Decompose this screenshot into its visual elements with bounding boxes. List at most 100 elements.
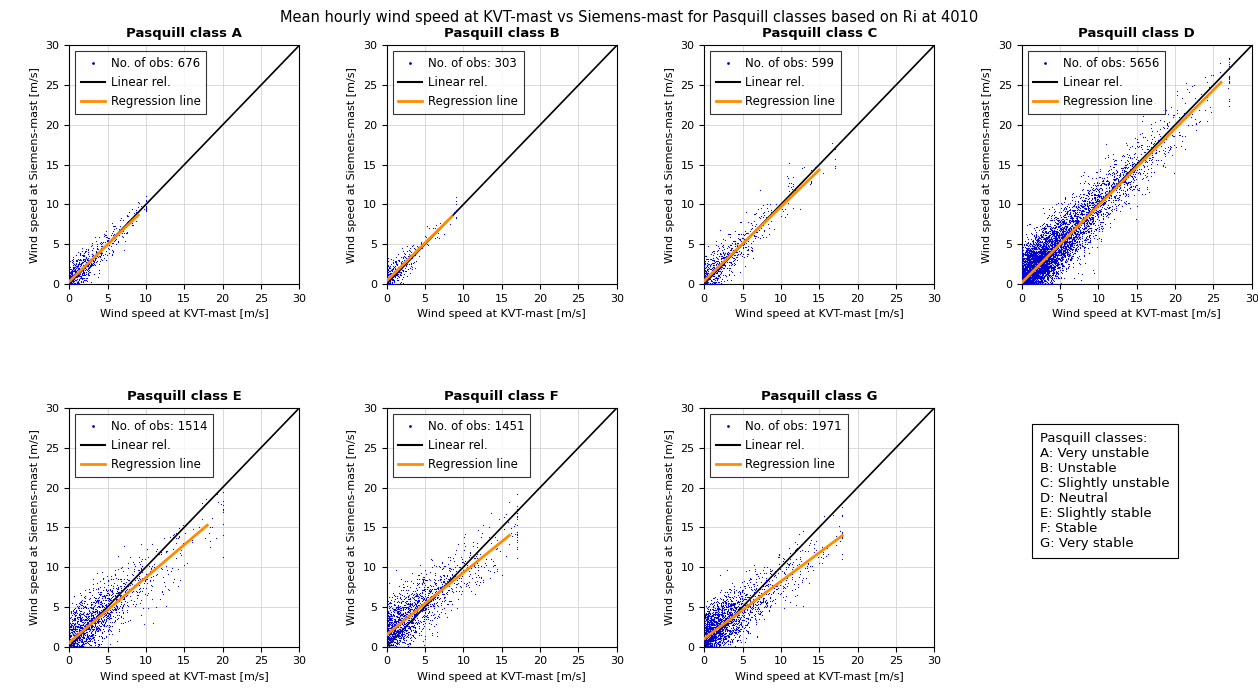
Point <box>75 635 96 647</box>
Point <box>706 633 726 644</box>
Point <box>732 593 752 605</box>
Point <box>1060 226 1081 238</box>
Point <box>1110 179 1130 190</box>
Point <box>136 195 156 206</box>
Point <box>96 249 116 260</box>
Point <box>1103 214 1123 225</box>
Point <box>1011 273 1032 284</box>
Point <box>1020 266 1040 277</box>
Point <box>1039 231 1059 243</box>
Point <box>1015 278 1035 289</box>
Point <box>1033 261 1053 273</box>
Point <box>1027 268 1047 280</box>
Point <box>1020 278 1040 289</box>
Point <box>86 231 106 243</box>
Point <box>109 624 130 635</box>
Point <box>377 610 398 621</box>
Point <box>387 605 408 617</box>
Point <box>442 576 462 587</box>
Point <box>1034 249 1054 260</box>
Point <box>1019 272 1039 283</box>
Point <box>379 278 399 289</box>
Point <box>1044 250 1064 261</box>
Point <box>1021 268 1042 280</box>
Point <box>1035 245 1055 257</box>
Point <box>1053 210 1073 222</box>
Point <box>77 621 97 633</box>
Point <box>77 630 97 641</box>
Point <box>1047 254 1067 266</box>
Point <box>156 561 176 572</box>
Point <box>73 636 93 647</box>
Point <box>81 620 101 631</box>
Point <box>1161 129 1181 140</box>
Point <box>721 229 741 240</box>
Point <box>1014 278 1034 289</box>
Point <box>1023 259 1043 271</box>
Point <box>59 641 79 652</box>
Point <box>720 600 740 611</box>
Point <box>694 278 715 289</box>
Point <box>1024 278 1044 289</box>
Point <box>1021 278 1042 289</box>
Point <box>399 612 419 624</box>
Point <box>762 595 782 606</box>
Point <box>405 609 425 620</box>
Point <box>1021 278 1042 289</box>
Point <box>701 631 721 642</box>
Point <box>1052 225 1072 236</box>
Point <box>1011 263 1032 274</box>
Point <box>1063 226 1083 237</box>
Point <box>731 591 751 602</box>
Point <box>1027 238 1047 250</box>
Point <box>1032 247 1052 259</box>
Point <box>1042 257 1062 268</box>
Point <box>88 611 108 622</box>
Point <box>715 633 735 644</box>
Point <box>382 617 403 628</box>
Point <box>169 533 189 544</box>
Point <box>1027 278 1047 289</box>
Point <box>384 604 404 615</box>
Point <box>60 278 81 289</box>
Point <box>1071 225 1091 236</box>
Point <box>1034 243 1054 254</box>
Point <box>718 628 738 639</box>
Point <box>1045 278 1066 289</box>
Point <box>716 620 736 631</box>
Point <box>1020 257 1040 268</box>
Point <box>1013 273 1033 284</box>
Point <box>766 198 786 209</box>
Point <box>133 619 153 630</box>
Point <box>1028 264 1048 275</box>
Point <box>1082 207 1102 218</box>
Point <box>1072 232 1092 243</box>
Point <box>1028 267 1048 278</box>
Point <box>1021 268 1042 280</box>
Point <box>389 614 409 625</box>
Point <box>1039 278 1059 289</box>
Point <box>103 220 123 231</box>
Point <box>1019 278 1039 289</box>
Point <box>452 551 472 562</box>
Point <box>385 590 405 601</box>
Point <box>60 278 81 289</box>
Point <box>377 632 398 643</box>
Point <box>424 589 444 600</box>
Point <box>386 607 406 618</box>
Point <box>696 638 716 649</box>
Point <box>1033 266 1053 277</box>
Point <box>1016 278 1037 289</box>
Point <box>697 596 717 607</box>
Point <box>389 628 409 639</box>
Point <box>1050 237 1071 248</box>
Point <box>1062 215 1082 226</box>
Point <box>1130 166 1150 178</box>
Point <box>1038 243 1058 254</box>
Point <box>1013 258 1033 269</box>
Point <box>89 619 109 630</box>
Point <box>1032 274 1052 285</box>
Point <box>1057 238 1077 249</box>
Point <box>699 637 720 649</box>
Point <box>1079 196 1099 208</box>
